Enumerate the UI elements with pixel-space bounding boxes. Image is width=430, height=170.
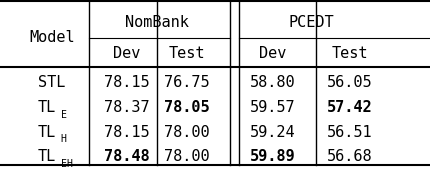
Text: EH: EH (61, 159, 73, 169)
Text: 56.05: 56.05 (327, 75, 373, 90)
Text: 78.15: 78.15 (104, 75, 150, 90)
Text: 78.15: 78.15 (104, 125, 150, 140)
Text: Model: Model (29, 30, 75, 45)
Text: 76.75: 76.75 (164, 75, 210, 90)
Text: TL: TL (37, 149, 55, 164)
Text: H: H (61, 134, 67, 144)
Text: Dev: Dev (259, 46, 286, 61)
Text: Test: Test (332, 46, 368, 61)
Text: 78.37: 78.37 (104, 100, 150, 115)
Text: 59.89: 59.89 (250, 149, 296, 164)
Text: 59.57: 59.57 (250, 100, 296, 115)
Text: STL: STL (38, 75, 66, 90)
Text: 56.68: 56.68 (327, 149, 373, 164)
Text: TL: TL (37, 100, 55, 115)
Text: 78.48: 78.48 (104, 149, 150, 164)
Text: TL: TL (37, 125, 55, 140)
Text: Test: Test (169, 46, 206, 61)
Text: E: E (61, 110, 67, 120)
Text: 78.05: 78.05 (164, 100, 210, 115)
Text: 58.80: 58.80 (250, 75, 296, 90)
Text: 78.00: 78.00 (164, 149, 210, 164)
Text: 57.42: 57.42 (327, 100, 373, 115)
Text: Dev: Dev (114, 46, 141, 61)
Text: 78.00: 78.00 (164, 125, 210, 140)
Text: 56.51: 56.51 (327, 125, 373, 140)
Text: 59.24: 59.24 (250, 125, 296, 140)
Text: NomBank: NomBank (125, 15, 189, 30)
Text: PCEDT: PCEDT (289, 15, 334, 30)
